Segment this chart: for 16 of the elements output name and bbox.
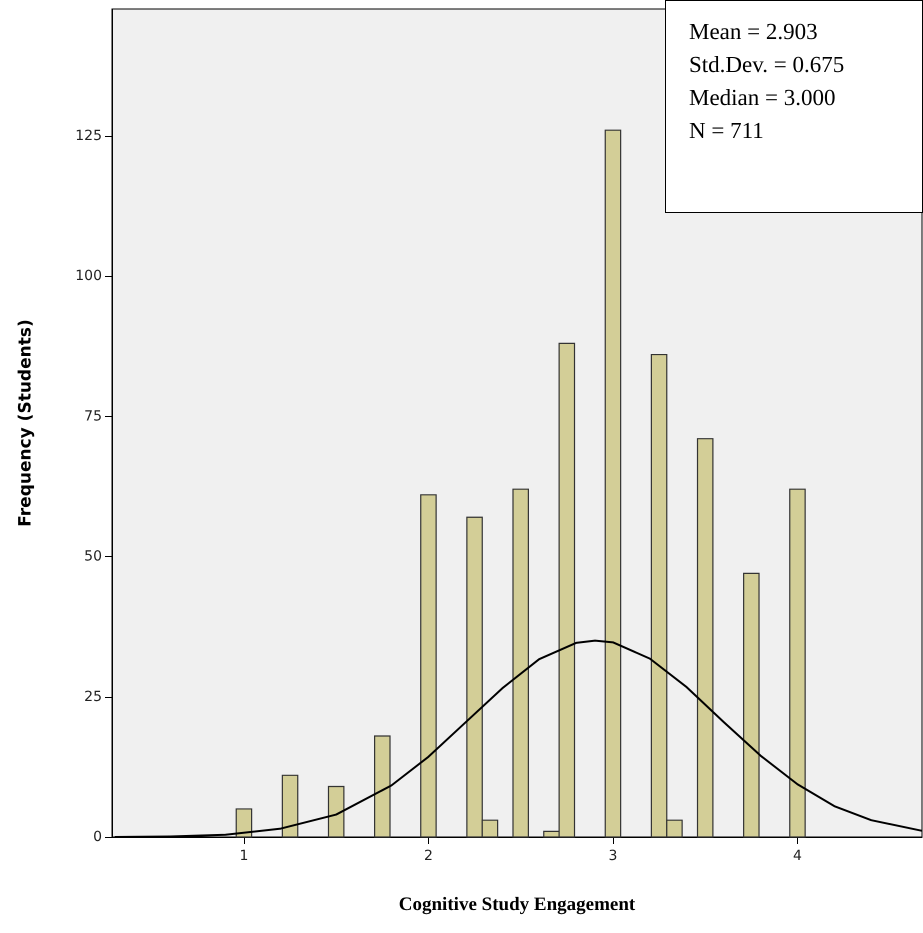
x-axis-title: Cognitive Study Engagement	[398, 894, 636, 915]
annotation: N = 711	[689, 117, 765, 145]
x-tick-label: 1	[239, 848, 248, 864]
y-tick-label: 50	[84, 548, 102, 565]
y-tick-label: 125	[75, 128, 102, 144]
annotation: Median = 3.000	[689, 84, 836, 112]
y-tick-label: 100	[75, 268, 102, 284]
y-tick-label: 25	[84, 688, 102, 705]
annotation: Mean = 2.903	[689, 18, 819, 46]
annotation: Std.Dev. = 0.675	[689, 51, 846, 79]
x-tick-label: 4	[792, 848, 802, 864]
x-tick-label: 2	[424, 848, 433, 864]
y-axis-title: Frequency (Students)	[16, 319, 36, 527]
y-tick-label: 75	[84, 408, 102, 424]
x-tick-label: 3	[608, 848, 618, 864]
y-tick-label: 0	[93, 829, 102, 845]
